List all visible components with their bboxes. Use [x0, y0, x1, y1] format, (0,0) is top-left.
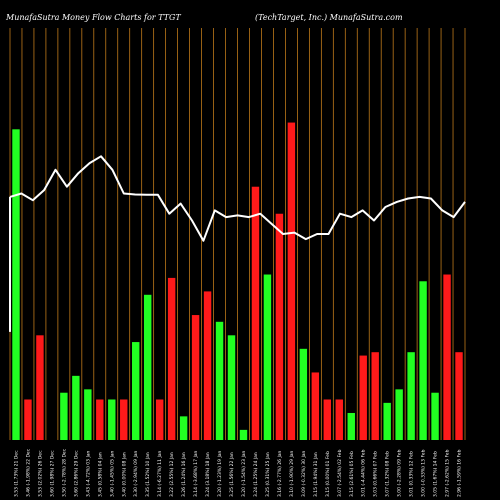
x-tick-label: 3.07 (1.32%) 08 Feb [385, 451, 391, 497]
x-tick-label: 3.16 (-2.77%) 26 Jan [277, 450, 283, 497]
x-tick-label: 3.24 (1.25%) 24 Jan [253, 452, 259, 497]
money-flow-bar [120, 399, 128, 440]
x-tick-label: 3.43 (-4.72%) 03 Jan [85, 450, 91, 497]
money-flow-bar [335, 399, 343, 440]
x-tick-label: 3.20 (-1.23%) 19 Jan [217, 450, 223, 497]
chart-title: MunafaSutra Money Flow Charts for TTGT [5, 13, 181, 22]
x-tick-label: 3.05 (1.67%) 14 Feb [433, 451, 439, 497]
money-flow-bar [203, 291, 212, 440]
money-flow-bar [36, 335, 44, 440]
money-flow-bar [84, 389, 92, 440]
x-tick-label: 3.14 (-3.68%) 17 Jan [193, 450, 199, 497]
money-flow-bar [215, 321, 224, 440]
money-flow-bar [431, 392, 439, 440]
x-tick-label: 3.00 (-2.28%) 09 Feb [397, 449, 403, 497]
money-flow-bar [108, 399, 116, 440]
x-tick-label: 3.40 (0.00%) 08 Jan [121, 452, 127, 497]
money-flow-bar [72, 375, 80, 440]
money-flow-bar [167, 277, 176, 440]
x-tick-label: 3.45 (0.58%) 04 Jan [97, 452, 103, 497]
x-tick-label: 3.50 (-2.78%) 28 Dec [61, 448, 67, 497]
x-tick-label: 3.15 (1.94%) 31 Jan [313, 452, 319, 497]
money-flow-bar [132, 342, 140, 440]
x-tick-label: 3.20 (-1.54%) 23 Jan [241, 450, 247, 497]
money-flow-bar [407, 352, 415, 440]
x-tick-label: 3.00 (-0.33%) 13 Feb [421, 449, 427, 497]
x-tick-label: 3.60 (2.86%) 29 Dec [73, 450, 79, 497]
x-tick-label: 3.25 (0.31%) 25 Jan [265, 452, 271, 497]
x-tick-label: 3.03 (0.66%) 07 Feb [373, 451, 379, 497]
money-flow-bar [299, 348, 308, 440]
x-tick-label: 3.25 (1.56%) 22 Jan [229, 452, 235, 497]
x-tick-label: 3.35 (1.52%) 10 Jan [145, 452, 151, 497]
x-tick-label: 3.60 (1.98%) 27 Dec [49, 450, 55, 497]
x-tick-label: 3.53 (1.73%) 21 Dec [14, 450, 20, 497]
x-tick-label: 3.30 (-2.94%) 09 Jan [133, 450, 139, 497]
money-flow-bar [371, 352, 379, 440]
x-tick-label: 3.14 (-6.27%) 11 Jan [157, 450, 163, 497]
money-flow-bar [96, 399, 104, 440]
money-flow-bar [60, 392, 68, 440]
chart-site-label: (TechTarget, Inc.) MunafaSutra.com [255, 13, 403, 22]
x-tick-label: 3.01 (-4.44%) 06 Feb [361, 449, 367, 497]
x-tick-label: 3.46 (-1.98%) 22 Dec [26, 448, 32, 497]
money-flow-bar [191, 315, 200, 440]
money-flow-bar [179, 416, 188, 440]
x-tick-label: 3.01 (0.33%) 12 Feb [409, 451, 415, 497]
x-tick-label: 3.09 (-0.32%) 30 Jan [301, 450, 307, 497]
x-tick-label: 3.15 (0.00%) 01 Feb [325, 451, 331, 497]
x-tick-label: 2.96 (-1.59%) 16 Feb [457, 449, 463, 497]
price-line-group [9, 155, 466, 332]
x-tick-label: 3.07 (-2.54%) 02 Feb [337, 449, 343, 497]
money-flow-bar [419, 281, 427, 440]
money-flow-bar [239, 429, 248, 440]
money-flow-bar [383, 402, 391, 440]
x-tick-label: 2.97 (-2.62%) 15 Feb [445, 449, 451, 497]
money-flow-bars [12, 122, 463, 440]
x-tick-label: 3.15 (2.61%) 05 Feb [349, 451, 355, 497]
money-flow-bar [12, 129, 20, 440]
x-tick-label: 3.22 (2.55%) 12 Jan [169, 452, 175, 497]
money-flow-bar [143, 294, 152, 440]
money-flow-bar [263, 274, 272, 440]
x-tick-label: 3.10 (-1.90%) 29 Jan [289, 450, 295, 497]
money-flow-bar [359, 355, 367, 440]
x-tick-label: 3.40 (-1.45%) 05 Jan [109, 450, 115, 497]
money-flow-bar [227, 335, 236, 440]
money-flow-bar [287, 122, 296, 440]
vertical-gridlines [9, 28, 466, 440]
money-flow-bar [443, 274, 451, 440]
money-flow-bar [275, 213, 284, 440]
x-tick-labels: 3.53 (1.73%) 21 Dec 3.46 (-1.98%) 22 Dec 3… [14, 448, 463, 497]
x-tick-label: 3.24 (3.18%) 18 Jan [205, 452, 211, 497]
money-flow-bar [311, 372, 320, 440]
price-line [9, 155, 466, 242]
money-flow-bar [251, 186, 260, 440]
x-tick-label: 3.26 (1.24%) 16 Jan [181, 452, 187, 497]
x-tick-label: 3.53 (2.02%) 26 Dec [37, 450, 43, 497]
money-flow-bar [323, 399, 332, 440]
money-flow-bar [24, 399, 32, 440]
money-flow-bar [455, 352, 463, 440]
money-flow-bar [347, 412, 355, 440]
money-flow-bar [155, 399, 164, 440]
money-flow-bar [395, 389, 403, 440]
